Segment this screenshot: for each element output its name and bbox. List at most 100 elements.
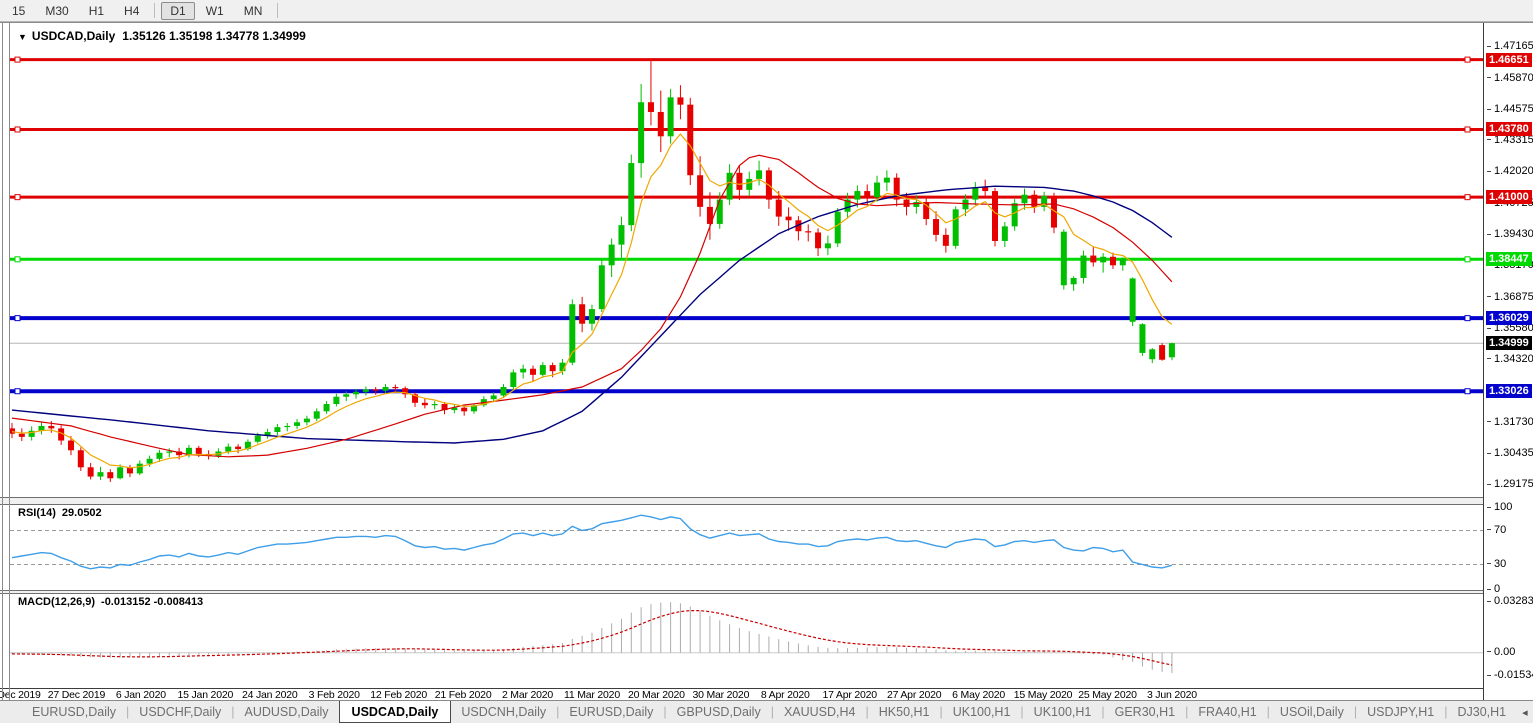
candle-body bbox=[1168, 343, 1175, 358]
candle-body bbox=[323, 404, 330, 412]
chart-tab-uk100-h1[interactable]: UK100,H1 bbox=[952, 705, 1011, 719]
date-axis-label: 11 Mar 2020 bbox=[563, 689, 620, 701]
candle-body bbox=[382, 386, 389, 391]
tab-separator: | bbox=[939, 705, 943, 719]
rsi-indicator-panel[interactable]: RSI(14) 29.0502 bbox=[10, 505, 1483, 590]
candle-body bbox=[559, 362, 566, 372]
timeframe-button-15[interactable]: 15 bbox=[12, 3, 26, 18]
candle-body bbox=[982, 187, 989, 192]
line-handle[interactable] bbox=[14, 388, 21, 395]
macd-signal-line bbox=[11, 610, 1173, 666]
candle-body bbox=[451, 407, 458, 411]
timeframe-button-H4[interactable]: H4 bbox=[124, 3, 140, 18]
chart-tab-hk50-h1[interactable]: HK50,H1 bbox=[878, 705, 930, 719]
price-chart-panel[interactable]: ▼ USDCAD,Daily 1.35126 1.35198 1.34778 1.3… bbox=[10, 23, 1483, 497]
price-level-badge: 1.36029 bbox=[1486, 311, 1532, 326]
date-axis-label: 2 Mar 2020 bbox=[501, 689, 554, 701]
macd-label: MACD(12,26,9) -0.013152 -0.008413 bbox=[18, 596, 203, 608]
candle-body bbox=[10, 428, 15, 434]
candle-body bbox=[697, 175, 704, 207]
candle-body bbox=[1119, 259, 1126, 266]
candle-body bbox=[923, 202, 930, 220]
timeframe-button-M30[interactable]: M30 bbox=[45, 3, 69, 18]
tab-scroll-left-icon[interactable]: ◂ bbox=[1522, 706, 1528, 719]
candle-body bbox=[913, 202, 920, 207]
candle-body bbox=[1041, 195, 1048, 207]
candle-body bbox=[942, 234, 949, 246]
candle-body bbox=[117, 467, 124, 479]
candle-body bbox=[97, 472, 104, 477]
chart-tab-ger30-h1[interactable]: GER30,H1 bbox=[1114, 705, 1176, 719]
line-handle[interactable] bbox=[1464, 56, 1471, 63]
date-axis-label: 30 Mar 2020 bbox=[692, 689, 750, 701]
candle-body bbox=[107, 472, 114, 479]
candle-body bbox=[1129, 278, 1136, 322]
macd-chart-canvas[interactable] bbox=[10, 594, 1483, 688]
candle-body bbox=[1060, 231, 1067, 286]
line-handle[interactable] bbox=[1464, 388, 1471, 395]
chart-tab-eurusd-daily[interactable]: EURUSD,Daily bbox=[32, 705, 117, 719]
candlestick-chart-canvas[interactable] bbox=[10, 28, 1483, 497]
chart-ohlc-values: 1.35126 1.35198 1.34778 1.34999 bbox=[122, 29, 306, 43]
candle-body bbox=[657, 111, 664, 137]
timeframe-button-D1[interactable]: D1 bbox=[161, 1, 195, 20]
timeframe-button-MN[interactable]: MN bbox=[243, 3, 263, 18]
candle-body bbox=[353, 391, 360, 395]
panel-separator[interactable] bbox=[0, 497, 1533, 505]
price-level-badge: 1.41000 bbox=[1486, 190, 1532, 205]
price-axis[interactable]: 1.471651.458701.445751.433151.420201.407… bbox=[1484, 22, 1533, 700]
tab-separator: | bbox=[1353, 705, 1358, 719]
chart-tab-usdcad-daily[interactable]: USDCAD,Daily bbox=[338, 701, 452, 723]
line-handle[interactable] bbox=[1464, 194, 1471, 201]
line-handle[interactable] bbox=[14, 315, 21, 322]
chart-tab-xauusd-h4[interactable]: XAUUSD,H4 bbox=[783, 705, 856, 719]
macd-indicator-panel[interactable]: MACD(12,26,9) -0.013152 -0.008413 bbox=[10, 594, 1483, 688]
chart-tab-uk100-h1[interactable]: UK100,H1 bbox=[1033, 705, 1092, 719]
chart-tab-fra40-h1[interactable]: FRA40,H1 bbox=[1198, 705, 1257, 719]
candle-body bbox=[992, 191, 998, 241]
rsi-chart-canvas[interactable] bbox=[10, 505, 1483, 590]
date-axis[interactable]: 18 Dec 2019 27 Dec 2019 6 Jan 2020 15 Jan 2… bbox=[0, 689, 1483, 701]
date-axis-separator bbox=[0, 688, 1533, 689]
date-axis-label: 3 Feb 2020 bbox=[308, 689, 360, 701]
candle-body bbox=[1011, 203, 1018, 227]
line-handle[interactable] bbox=[14, 256, 21, 263]
chart-tab-bar: EURUSD,Daily | USDCHF,Daily | AUDUSD,Daily US… bbox=[0, 700, 1533, 723]
chart-tab-usdcnh-daily[interactable]: USDCNH,Daily bbox=[461, 705, 547, 719]
candle-body bbox=[706, 206, 713, 224]
chart-tab-dj30-h1[interactable]: DJ30,H1 bbox=[1457, 705, 1507, 719]
candle-body bbox=[716, 199, 723, 224]
candle-body bbox=[972, 187, 979, 200]
date-axis-label: 8 Apr 2020 bbox=[760, 689, 810, 701]
chart-tab-usoil-daily[interactable]: USOil,Daily bbox=[1279, 705, 1344, 719]
macd-axis-tick: 0.00 bbox=[1487, 646, 1515, 658]
candle-body bbox=[274, 427, 281, 433]
date-axis-label: 17 Apr 2020 bbox=[822, 689, 878, 701]
chart-tab-audusd-daily[interactable]: AUDUSD,Daily bbox=[244, 705, 329, 719]
timeframe-button-W1[interactable]: W1 bbox=[205, 3, 224, 18]
candle-body bbox=[933, 219, 940, 235]
rsi-axis-tick: 100 bbox=[1487, 501, 1512, 513]
line-handle[interactable] bbox=[14, 56, 21, 63]
chart-tab-gbpusd-daily[interactable]: GBPUSD,Daily bbox=[676, 705, 761, 719]
panel-separator[interactable] bbox=[0, 590, 1533, 594]
date-axis-label: 18 Dec 2019 bbox=[0, 689, 41, 701]
candle-body bbox=[1021, 194, 1028, 204]
chart-window: ▼ USDCAD,Daily 1.35126 1.35198 1.34778 1.3… bbox=[0, 22, 1533, 701]
price-axis-border bbox=[1483, 22, 1484, 700]
line-handle[interactable] bbox=[14, 194, 21, 201]
line-handle[interactable] bbox=[14, 126, 21, 133]
timeframe-button-H1[interactable]: H1 bbox=[88, 3, 105, 18]
line-handle[interactable] bbox=[1464, 315, 1471, 322]
candle-body bbox=[176, 451, 183, 456]
price-axis-tick: 1.39430 bbox=[1487, 228, 1533, 240]
candle-body bbox=[677, 97, 684, 105]
symbol-dropdown-icon[interactable]: ▼ bbox=[18, 32, 27, 42]
line-handle[interactable] bbox=[1464, 256, 1471, 263]
date-axis-label: 6 May 2020 bbox=[952, 689, 1006, 701]
chart-tab-usdjpy-h1[interactable]: USDJPY,H1 bbox=[1367, 705, 1435, 719]
chart-tab-eurusd-daily[interactable]: EURUSD,Daily bbox=[569, 705, 654, 719]
chart-tab-usdchf-daily[interactable]: USDCHF,Daily bbox=[139, 705, 222, 719]
line-handle[interactable] bbox=[1464, 126, 1471, 133]
